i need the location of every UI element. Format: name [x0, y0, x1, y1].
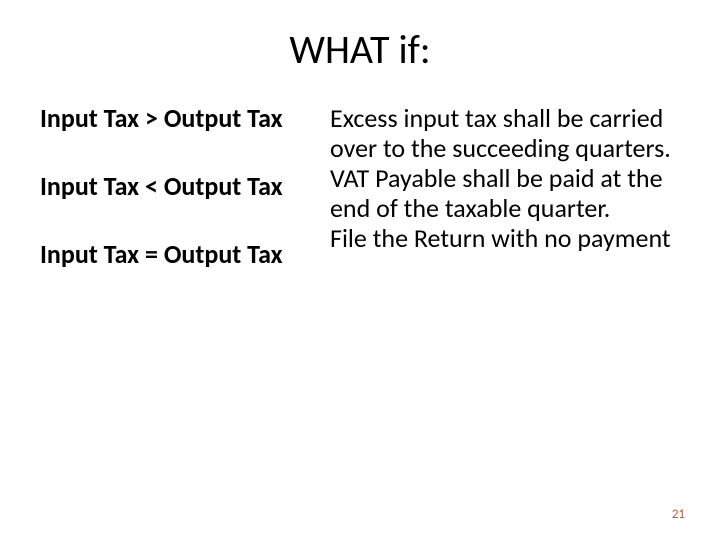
- slide-title: WHAT if:: [40, 25, 680, 74]
- right-row-1: Excess input tax shall be carried over t…: [330, 104, 680, 164]
- slide: WHAT if: Input Tax > Output Tax Input Ta…: [0, 0, 720, 540]
- left-row-1: Input Tax > Output Tax: [40, 104, 300, 134]
- left-row-3: Input Tax = Output Tax: [40, 240, 300, 270]
- content-columns: Input Tax > Output Tax Input Tax < Outpu…: [40, 104, 680, 308]
- page-number: 21: [672, 507, 685, 522]
- left-column: Input Tax > Output Tax Input Tax < Outpu…: [40, 104, 320, 308]
- right-row-3: File the Return with no payment: [330, 224, 680, 254]
- right-row-2: VAT Payable shall be paid at the end of …: [330, 164, 680, 224]
- right-column: Excess input tax shall be carried over t…: [320, 104, 680, 308]
- left-row-2: Input Tax < Output Tax: [40, 172, 300, 202]
